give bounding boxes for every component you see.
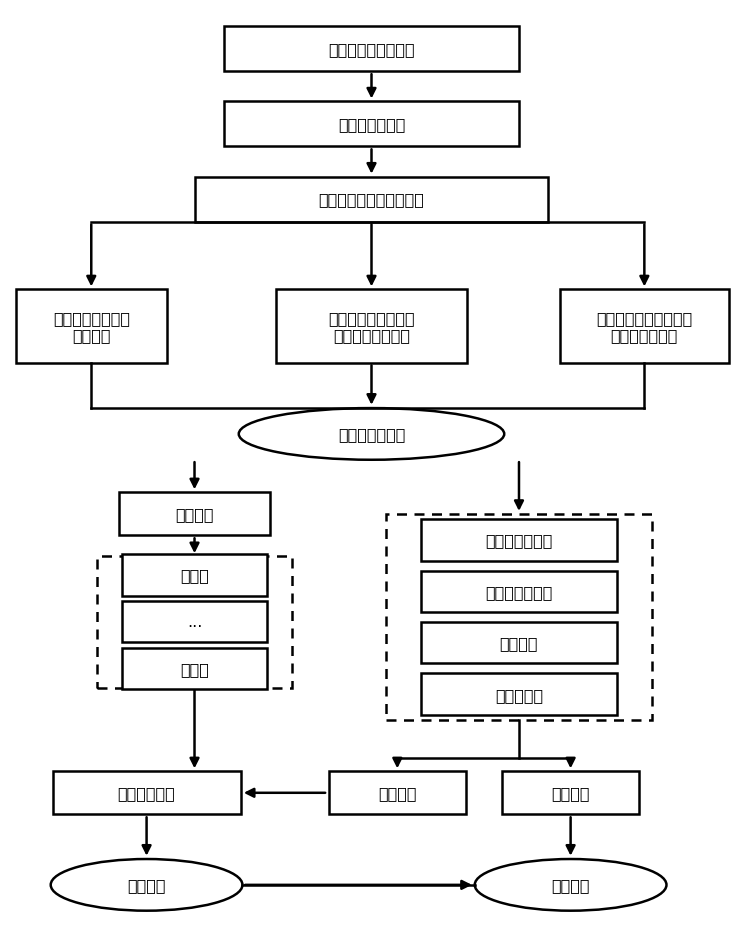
Text: 因子荷载: 因子荷载	[378, 785, 417, 801]
Text: 训练好的模型: 训练好的模型	[117, 785, 175, 801]
FancyBboxPatch shape	[421, 674, 617, 715]
FancyBboxPatch shape	[421, 571, 617, 613]
Text: ...: ...	[186, 615, 202, 630]
Text: 污染源受体样本: 污染源受体样本	[338, 427, 405, 442]
FancyBboxPatch shape	[122, 601, 267, 643]
FancyBboxPatch shape	[119, 493, 270, 536]
FancyBboxPatch shape	[122, 649, 267, 690]
Text: 样品数据标准化: 样品数据标准化	[485, 533, 553, 548]
FancyBboxPatch shape	[224, 27, 519, 73]
Text: 训练样本: 训练样本	[175, 507, 214, 522]
FancyBboxPatch shape	[276, 290, 467, 363]
Text: 多个相同类型的污染源
位于环境敏感点: 多个相同类型的污染源 位于环境敏感点	[596, 311, 692, 343]
FancyBboxPatch shape	[122, 554, 267, 596]
Text: 因子分解: 因子分解	[500, 635, 538, 650]
Ellipse shape	[51, 859, 242, 911]
FancyBboxPatch shape	[502, 771, 639, 815]
FancyBboxPatch shape	[16, 290, 167, 363]
Text: 子分类: 子分类	[180, 567, 209, 582]
FancyBboxPatch shape	[195, 177, 548, 223]
Text: 单个污染源位于环
境敏感点: 单个污染源位于环 境敏感点	[53, 311, 130, 343]
FancyBboxPatch shape	[224, 102, 519, 147]
Text: 子分类: 子分类	[180, 662, 209, 677]
FancyBboxPatch shape	[53, 771, 241, 815]
Text: 源解析结: 源解析结	[551, 877, 590, 892]
Ellipse shape	[475, 859, 666, 911]
FancyBboxPatch shape	[386, 514, 652, 720]
FancyBboxPatch shape	[421, 622, 617, 664]
Ellipse shape	[239, 409, 504, 461]
Text: 开展污染源调查: 开展污染源调查	[338, 117, 405, 132]
Text: 确定源解析研究区域: 确定源解析研究区域	[328, 42, 415, 58]
Text: 主成分分析: 主成分分析	[495, 687, 543, 702]
FancyBboxPatch shape	[421, 520, 617, 561]
Text: 因子得分: 因子得分	[551, 785, 590, 801]
Text: 污染源对环境的影响分析: 污染源对环境的影响分析	[319, 193, 424, 208]
Text: 提取主成分因子: 提取主成分因子	[485, 584, 553, 599]
Text: 源识别结: 源识别结	[127, 877, 166, 892]
FancyBboxPatch shape	[97, 556, 292, 688]
Text: 多个不同类型的污染
源位于环境敏感点: 多个不同类型的污染 源位于环境敏感点	[328, 311, 415, 343]
FancyBboxPatch shape	[559, 290, 729, 363]
FancyBboxPatch shape	[329, 771, 466, 815]
